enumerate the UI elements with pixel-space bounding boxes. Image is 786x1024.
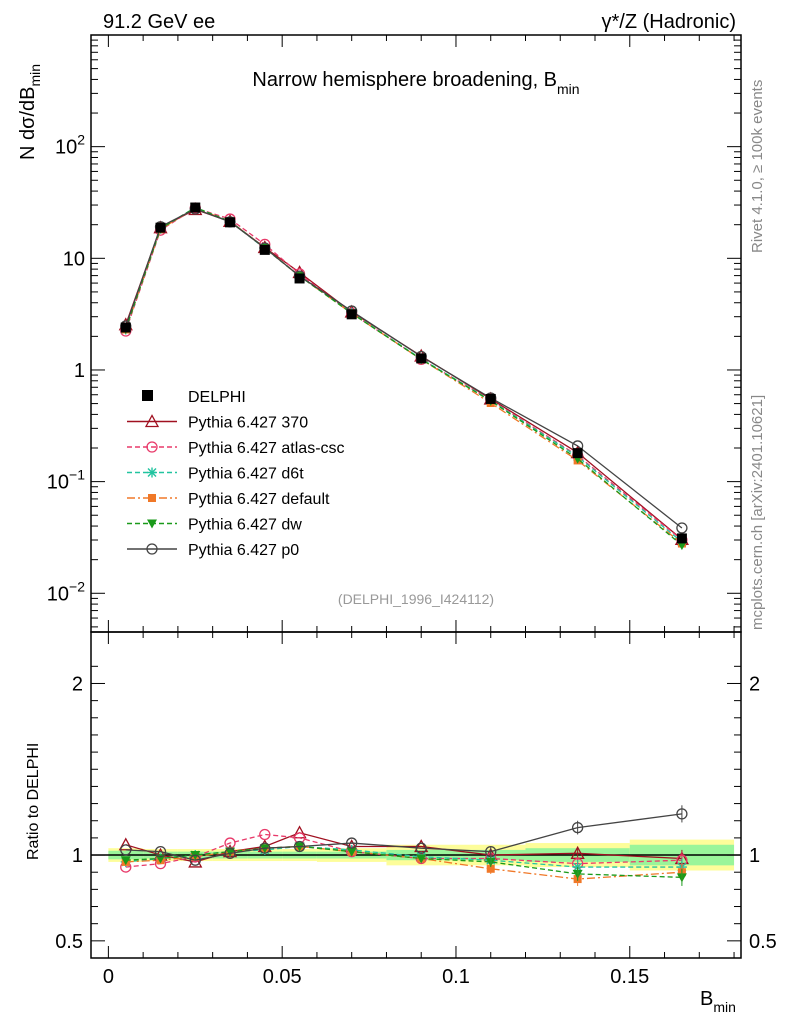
y-tick-label-main: 1 — [74, 360, 85, 382]
legend: DELPHI Pythia 6.427 370 Pythia 6.427 atlas… — [127, 389, 345, 559]
x-axis-label: Bmin — [700, 988, 736, 1015]
x-axis-label-sub: min — [713, 999, 736, 1015]
ratio-plot-frame — [90, 631, 742, 959]
series-point-ratio-0 — [118, 837, 133, 851]
header-right: γ*/Z (Hadronic) — [602, 11, 736, 33]
reference-point-main — [485, 393, 496, 404]
x-tick-label: 0.1 — [442, 966, 470, 988]
legend-label-1: Pythia 6.427 atlas-csc — [188, 440, 345, 457]
series-point-ratio-4 — [225, 847, 236, 857]
main-plot-series — [118, 202, 690, 551]
reference-point-main — [225, 217, 236, 228]
legend-label-5: Pythia 6.427 p0 — [188, 542, 299, 559]
reference-point-main — [676, 533, 687, 544]
y-axis-label-main: N dσ/dBmin — [17, 64, 43, 160]
y-tick-label-ratio-right: 0.5 — [749, 931, 777, 953]
y-tick-label-main-base: 1 — [74, 360, 85, 382]
legend-marker-1 — [146, 441, 158, 453]
series-point-ratio-1 — [259, 828, 271, 841]
legend-label-4: Pythia 6.427 dw — [188, 517, 302, 534]
series-point-main-5 — [676, 522, 688, 534]
series-point-ratio-5 — [346, 837, 358, 849]
series-point-ratio-4 — [120, 856, 131, 866]
reference-point-main — [190, 202, 201, 213]
y-tick-label-main-base: 10 — [55, 137, 77, 159]
reference-point-main — [259, 244, 270, 255]
y-axis-label-main-sub: min — [27, 64, 43, 87]
y-tick-label-ratio-right: 2 — [749, 673, 760, 695]
series-point-ratio-4 — [416, 854, 427, 864]
reference-point-main — [416, 353, 427, 364]
series-point-ratio-4 — [346, 847, 357, 857]
ratio-plot-series — [118, 805, 690, 886]
analysis-watermark: (DELPHI_1996_I424112) — [338, 591, 494, 607]
legend-label-3: Pythia 6.427 default — [188, 491, 330, 508]
legend-marker-0 — [144, 414, 160, 428]
y-tick-label-main-base: 10 — [47, 583, 69, 605]
chart-title-sub: min — [557, 81, 580, 97]
series-point-ratio-5 — [224, 847, 236, 859]
legend-marker-3 — [148, 494, 156, 502]
series-line-ratio-3 — [125, 845, 682, 880]
x-axis-label-text: B — [700, 988, 713, 1010]
series-point-ratio-5 — [293, 840, 306, 853]
series-point-ratio-5 — [154, 845, 167, 858]
y-tick-label-ratio-right: 1 — [749, 845, 760, 867]
y-tick-label-main-base: 10 — [63, 248, 85, 270]
y-tick-label-main: 10−2 — [47, 578, 85, 605]
reference-point-main — [155, 222, 166, 233]
x-tick-label: 0.15 — [610, 966, 649, 988]
y-tick-label-main-exp: 2 — [77, 132, 85, 148]
legend-marker-2-stroke — [147, 468, 157, 477]
legend-label-reference: DELPHI — [188, 389, 246, 406]
legend-label-2: Pythia 6.427 d6t — [188, 466, 304, 483]
side-label-mcplots: mcplots.cern.ch [arXiv:2401.10621] — [749, 395, 766, 630]
series-line-ratio-5 — [125, 813, 682, 861]
series-line-ratio-4 — [125, 845, 682, 879]
y-tick-label-main-exp: −1 — [69, 467, 85, 483]
y-tick-label-main: 102 — [55, 132, 85, 159]
legend-marker-2 — [147, 467, 157, 478]
legend-marker-5 — [146, 543, 158, 555]
reference-point-main — [294, 273, 305, 284]
x-tick-label: 0 — [103, 966, 114, 988]
series-point-ratio-0 — [414, 839, 429, 853]
series-point-main-4 — [676, 541, 687, 551]
series-line-ratio-1 — [125, 833, 682, 868]
y-tick-label-ratio: 2 — [72, 673, 83, 695]
legend-label-0: Pythia 6.427 370 — [188, 415, 308, 432]
x-tick-label: 0.05 — [263, 966, 302, 988]
chart-title-main: Narrow hemisphere broadening, B — [252, 69, 557, 91]
y-tick-label-ratio: 0.5 — [55, 931, 83, 953]
reference-point-main — [120, 322, 131, 333]
header-left: 91.2 GeV ee — [103, 11, 215, 33]
series-point-ratio-5 — [189, 854, 201, 866]
series-point-ratio-5 — [415, 842, 427, 854]
y-tick-label-main: 10 — [63, 248, 85, 270]
reference-point-main — [572, 448, 583, 459]
y-tick-label-ratio: 1 — [72, 845, 83, 867]
y-axis-label-main-text: N dσ/dB — [17, 87, 39, 161]
series-line-main-0 — [125, 208, 683, 540]
y-tick-label-main: 10−1 — [47, 467, 85, 494]
chart-title: Narrow hemisphere broadening, Bmin — [252, 69, 579, 97]
series-point-ratio-4 — [155, 854, 166, 864]
side-label-rivet: Rivet 4.1.0, ≥ 100k events — [749, 80, 766, 253]
y-tick-label-main-base: 10 — [47, 472, 69, 494]
series-point-ratio-5 — [120, 844, 132, 856]
y-axis-label-ratio: Ratio to DELPHI — [25, 743, 42, 860]
legend-marker-4 — [147, 519, 157, 529]
series-point-ratio-5 — [259, 842, 271, 854]
legend-marker-reference — [142, 390, 153, 401]
reference-point-main — [346, 309, 357, 320]
y-tick-label-main-exp: −2 — [69, 578, 85, 594]
